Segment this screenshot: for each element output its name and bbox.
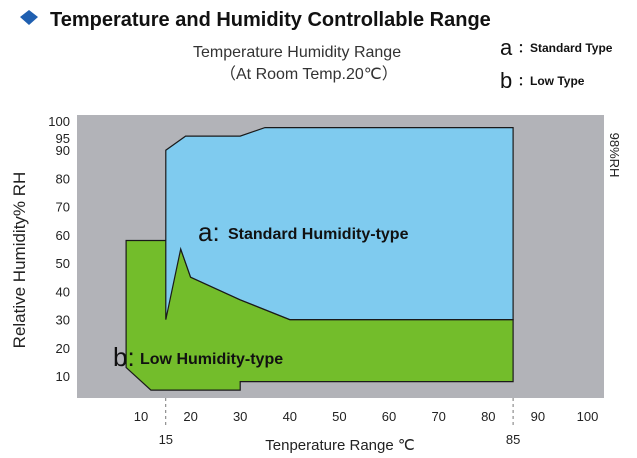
chart-subtitle-condition: （At Room Temp.20℃）	[220, 65, 398, 83]
chart-subtitle: Temperature Humidity Range	[193, 44, 401, 61]
x-tick-label: 20	[183, 409, 197, 424]
x-lower-tick-label: 15	[159, 432, 173, 447]
x-tick-label: 70	[431, 409, 445, 424]
y-tick-label: 20	[56, 341, 70, 356]
region-a-label: Standard Humidity-type	[228, 226, 409, 243]
x-axis-title: Tenperature Range ℃	[265, 437, 414, 454]
x-tick-label: 10	[134, 409, 148, 424]
region-b-letter: b:	[113, 342, 135, 372]
legend-a-letter: a	[500, 35, 513, 60]
legend-b-letter: b	[500, 68, 512, 93]
x-tick-label: 60	[382, 409, 396, 424]
y-axis-title: Relative Humidity% RH	[10, 172, 29, 349]
x-lower-tick-label: 85	[506, 432, 520, 447]
y-tick-label: 10	[56, 369, 70, 384]
x-tick-label: 100	[577, 409, 599, 424]
chart-title: Temperature and Humidity Controllable Ra…	[50, 9, 491, 31]
y-tick-label: 30	[56, 313, 70, 328]
region-a-letter: a:	[198, 217, 220, 247]
y-tick-label: 50	[56, 256, 70, 271]
x-tick-label: 40	[283, 409, 297, 424]
legend-a-label: ：Standard Type	[518, 41, 613, 55]
x-tick-label: 80	[481, 409, 495, 424]
x-axis-ticks: 10 20 30 40 50 60 70 80 90 100	[134, 409, 599, 424]
legend-b-label: ：Low Type	[518, 74, 585, 88]
x-tick-label: 90	[531, 409, 545, 424]
y-tick-label: 90	[56, 143, 70, 158]
y-tick-label: 95	[56, 131, 70, 146]
right-humidity-label: 98%RH	[607, 133, 622, 178]
y-tick-label: 100	[48, 114, 70, 129]
x-tick-label: 50	[332, 409, 346, 424]
x-axis-lower-ticks: 15 85	[159, 398, 520, 447]
y-tick-label: 40	[56, 284, 70, 299]
y-tick-label: 60	[56, 228, 70, 243]
y-tick-label: 70	[56, 200, 70, 215]
y-tick-label: 80	[56, 171, 70, 186]
region-standard-humidity	[165, 126, 514, 321]
title-diamond-icon	[20, 10, 38, 25]
x-tick-label: 30	[233, 409, 247, 424]
region-b-label: Low Humidity-type	[140, 351, 283, 368]
